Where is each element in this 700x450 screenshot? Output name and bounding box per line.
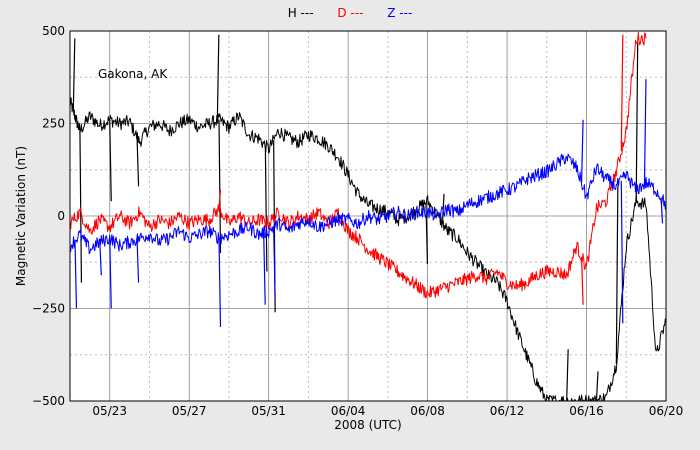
spike-z <box>263 232 266 305</box>
spike-d <box>580 256 584 305</box>
spike-h <box>216 34 220 121</box>
x-tick-label: 05/23 <box>92 404 127 418</box>
x-tick-label: 06/20 <box>649 404 684 418</box>
spike-h <box>425 202 429 265</box>
x-tick-label: 06/16 <box>569 404 604 418</box>
spike-d <box>620 34 624 152</box>
y-tick-label: −250 <box>32 302 65 316</box>
spike-z <box>99 241 102 276</box>
y-tick-label: 250 <box>42 117 65 131</box>
x-tick-label: 05/27 <box>172 404 207 418</box>
spike-h <box>595 371 599 402</box>
series-line-d <box>69 31 647 299</box>
x-axis: 05/23 05/27 05/31 06/04 06/08 06/12 06/16 06/20 <box>92 404 683 418</box>
spike-z <box>643 79 647 184</box>
legend-entry-h: H --- <box>287 6 314 20</box>
x-tick-label: 05/31 <box>251 404 286 418</box>
x-tick-label: 06/12 <box>490 404 525 418</box>
spike-h <box>441 193 445 224</box>
spike-z <box>620 180 624 324</box>
x-tick-label: 06/08 <box>410 404 445 418</box>
spike-z <box>580 119 584 183</box>
legend: H --- D --- Z --- <box>0 6 700 20</box>
spike-h <box>635 42 639 202</box>
legend-entry-d: D --- <box>337 6 364 20</box>
spike-h <box>72 38 76 112</box>
y-tick-label: −500 <box>32 394 65 408</box>
y-axis-label: Magnetic Variation (nT) <box>14 146 28 286</box>
spike-z <box>109 238 112 309</box>
spike-z <box>74 240 78 309</box>
spike-d <box>218 190 222 209</box>
spike-h <box>615 186 619 365</box>
spike-h <box>218 119 222 254</box>
x-tick-label: 06/04 <box>331 404 366 418</box>
spike-h <box>136 136 140 187</box>
y-tick-label: 0 <box>57 209 65 223</box>
spike-h <box>79 130 83 283</box>
series-line-z <box>69 153 667 255</box>
spike-h <box>264 145 268 272</box>
x-axis-label: 2008 (UTC) <box>334 418 402 432</box>
spike-z <box>660 197 664 224</box>
grid <box>70 30 667 402</box>
legend-entry-z: Z --- <box>387 6 413 20</box>
spike-h <box>109 119 112 202</box>
station-annotation: Gakona, AK <box>98 67 168 81</box>
spike-h <box>566 349 569 402</box>
spike-z <box>273 227 276 298</box>
spike-z <box>136 239 140 283</box>
spike-z <box>218 238 222 328</box>
y-tick-label: 500 <box>42 24 65 38</box>
plot-frame <box>69 30 667 402</box>
series-layer <box>69 31 667 402</box>
y-axis: −500 −250 0 250 500 <box>32 24 65 408</box>
